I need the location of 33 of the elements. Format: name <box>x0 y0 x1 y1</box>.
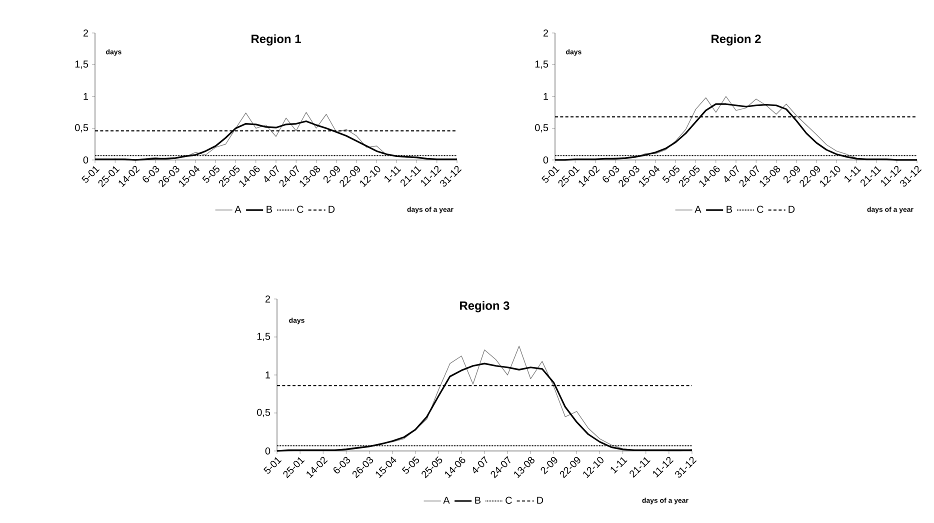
legend-label: B <box>726 206 732 213</box>
legend-label: C <box>757 206 764 213</box>
x-tick-label: 1-11 <box>844 166 862 183</box>
chart-title: Region 2 <box>712 34 761 46</box>
legend-label: C <box>506 496 512 504</box>
legend-label: C <box>297 206 304 213</box>
y-tick-label: 1 <box>84 93 88 100</box>
y-tick-label: 1,5 <box>535 60 548 69</box>
legend-label: A <box>694 206 702 213</box>
y-tick-label: 0 <box>83 156 88 164</box>
legend-label: A <box>443 496 450 504</box>
x-tick-label: 1-11 <box>384 166 402 183</box>
y-tick-label: 0,5 <box>75 124 88 132</box>
y-tick-label: 2 <box>265 296 270 302</box>
y-tick-label: 2 <box>543 30 548 36</box>
legend-label: B <box>266 206 272 213</box>
legend-label: B <box>475 496 480 504</box>
chart-title: Region 1 <box>252 34 301 46</box>
y-tick-label: 1 <box>266 372 270 378</box>
y-tick-label: 0 <box>543 156 548 164</box>
y-tick-label: 0,5 <box>535 124 548 132</box>
y-tick-label: 1 <box>544 93 548 100</box>
legend-label: D <box>328 206 335 213</box>
legend-label: D <box>537 496 544 504</box>
chart-title: Region 3 <box>460 301 510 312</box>
legend-label: D <box>788 206 795 213</box>
y-tick-label: 1,5 <box>257 332 270 342</box>
y-tick-label: 0 <box>265 447 270 455</box>
y-tick-label: 1,5 <box>75 60 88 69</box>
x-tick-label: 1-11 <box>610 457 628 474</box>
y-tick-label: 0,5 <box>257 408 270 418</box>
legend-label: A <box>234 206 242 213</box>
y-tick-label: 2 <box>83 30 88 36</box>
